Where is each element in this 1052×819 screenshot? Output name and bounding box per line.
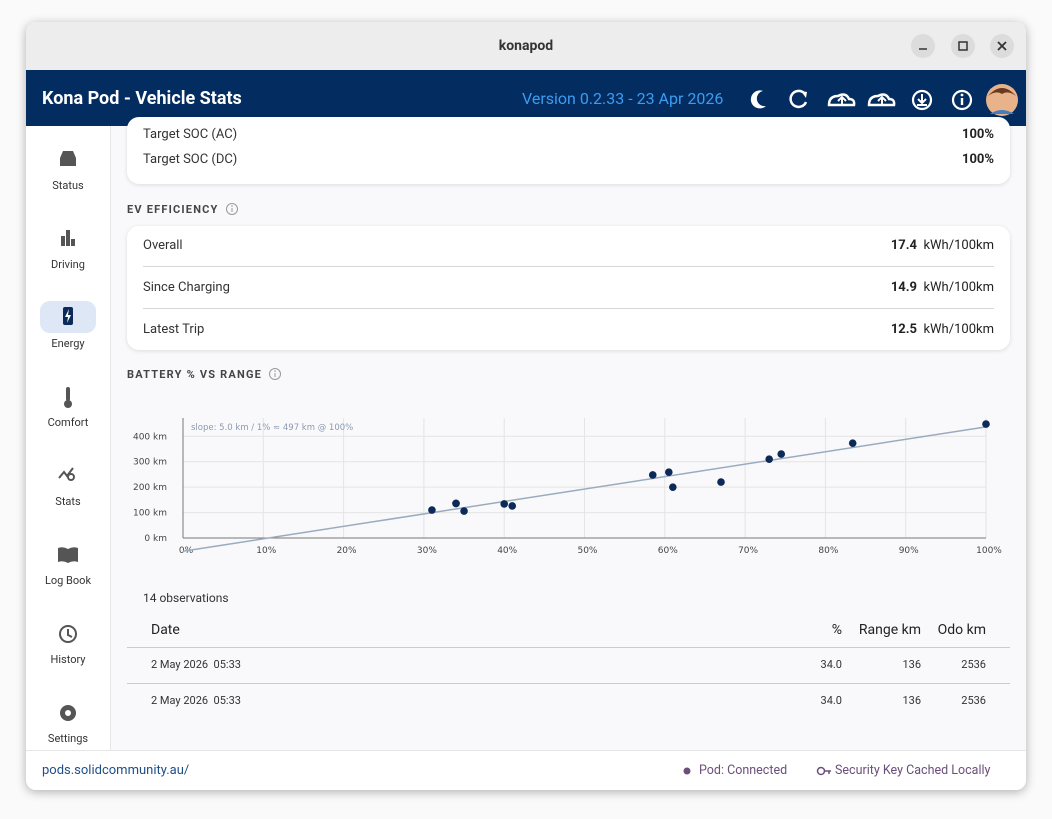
row-unit: kWh/100km: [923, 238, 994, 253]
nav-label: Comfort: [47, 416, 89, 429]
info-icon[interactable]: [225, 202, 239, 216]
row-value: 100%: [962, 152, 994, 167]
row-label: Since Charging: [143, 280, 230, 295]
scatter-chart: 0% 10% 20% 30% 40% 50% 60% 70% 80% 90% 100%0 km100…: [133, 418, 1002, 556]
x-tick-label: 50%: [577, 546, 597, 556]
point: [717, 478, 725, 486]
column-header: Odo km: [937, 622, 986, 638]
table-cell: 2536: [961, 694, 986, 707]
point: [669, 483, 677, 491]
row-label: Latest Trip: [143, 322, 205, 337]
status-dot: [683, 767, 691, 775]
point: [777, 450, 786, 458]
version: Version 0.2.33 - 23 Apr 2026: [522, 89, 724, 108]
x-tick-label: 70%: [738, 546, 758, 556]
divider: [127, 683, 1010, 684]
row-value: 12.5: [890, 322, 917, 337]
window: konapod Kona Pod - Vehicle Stats Version…: [26, 22, 1026, 790]
nav-label: Status: [52, 179, 84, 192]
row-value: 17.4: [890, 238, 917, 253]
pod-url[interactable]: pods.solidcommunity.au/: [42, 763, 190, 778]
trend-line: [182, 426, 987, 552]
section-title: BATTERY % VS RANGE: [127, 368, 263, 381]
x-tick-label: 80%: [818, 546, 838, 556]
row-label: Overall: [143, 238, 183, 253]
nav-label: Log Book: [44, 574, 92, 587]
app-header: [26, 70, 1026, 126]
point: [460, 507, 468, 515]
window-controls[interactable]: [906, 34, 1021, 58]
sidebar-icons[interactable]: [56, 148, 80, 748]
table-cell: 2536: [961, 658, 986, 671]
point: [452, 499, 460, 508]
section-title: EV EFFICIENCY: [127, 203, 219, 216]
y-tick-label: 300 km: [133, 458, 167, 468]
x-tick-label: 90%: [899, 546, 919, 556]
table-cell: 136: [902, 694, 921, 707]
table-cell: 136: [902, 658, 921, 671]
observation-count: 14 observations: [143, 591, 229, 605]
x-tick-label: 20%: [337, 546, 357, 556]
point: [508, 502, 517, 510]
annotation: slope: 5.0 km / 1% ≈ 497 km @ 100%: [191, 423, 353, 433]
key-status: Security Key Cached Locally: [835, 763, 991, 778]
nav-label: Driving: [51, 258, 85, 271]
y-tick-label: 400 km: [133, 432, 167, 442]
table-cell: 34.0: [820, 658, 842, 671]
table-cell: 34.0: [820, 694, 842, 707]
charging-card: [127, 117, 1010, 184]
y-tick-label: 0 km: [144, 534, 167, 544]
window-title: konapod: [498, 38, 554, 54]
point: [765, 455, 773, 463]
table-cell: 2 May 2026 05:33: [151, 694, 241, 707]
nav-label: Energy: [51, 337, 85, 350]
column-header: %: [831, 622, 842, 638]
nav-label: Stats: [55, 495, 81, 508]
nav-label: History: [50, 653, 86, 666]
y-tick-label: 100 km: [133, 509, 167, 519]
column-header: Range km: [858, 622, 921, 638]
footer: [26, 750, 1026, 790]
point: [428, 506, 436, 514]
point: [500, 500, 509, 508]
divider: [143, 308, 994, 309]
y-tick-label: 200 km: [133, 483, 167, 493]
table-cell: 2 May 2026 05:33: [151, 658, 241, 671]
point: [648, 471, 657, 479]
row-value: 100%: [962, 127, 994, 142]
x-tick-label: 60%: [658, 546, 678, 556]
efficiency-card: [127, 226, 1010, 350]
row-value: 14.9: [890, 280, 917, 295]
point: [848, 439, 857, 447]
row-label: Target SOC (DC): [143, 152, 238, 167]
title-bar: [26, 22, 1026, 70]
row-unit: kWh/100km: [923, 280, 994, 295]
x-tick-label: 40%: [497, 546, 517, 556]
row-unit: kWh/100km: [923, 322, 994, 337]
point: [665, 468, 673, 476]
header-icons[interactable]: [746, 84, 1018, 116]
x-tick-label: 10%: [256, 546, 276, 556]
column-header: Date: [151, 622, 180, 638]
key-icon: [816, 766, 831, 776]
point: [982, 420, 990, 428]
divider: [127, 647, 1010, 648]
app-title: Kona Pod - Vehicle Stats: [42, 88, 242, 109]
pod-status: Pod: Connected: [699, 763, 788, 778]
row-label: Target SOC (AC): [143, 127, 238, 142]
info-icon[interactable]: [268, 367, 282, 381]
x-tick-label: 30%: [417, 546, 437, 556]
x-tick-label: 100%: [976, 546, 1002, 556]
divider: [143, 266, 994, 267]
nav-label: Settings: [47, 732, 89, 745]
